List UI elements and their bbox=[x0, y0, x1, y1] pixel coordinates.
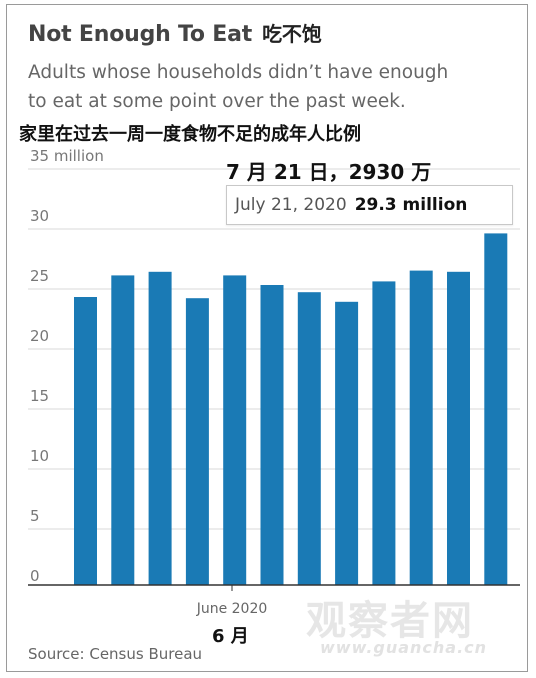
bar[interactable] bbox=[484, 233, 508, 585]
subtitle-line-2: to eat at some point over the past week. bbox=[28, 91, 406, 112]
tooltip-date: July 21, 2020 bbox=[235, 195, 347, 215]
subtitle-chinese: 家里在过去一周一度食物不足的成年人比例 bbox=[19, 124, 361, 145]
tooltip: July 21, 2020 29.3 million bbox=[226, 185, 513, 225]
y-tick-label: 35 million bbox=[30, 147, 104, 165]
chart-subtitle: Adults whose households didn’t have enou… bbox=[28, 58, 518, 116]
callout-chinese: 7 月 21 日，2930 万 bbox=[226, 160, 432, 184]
subtitle-line-1: Adults whose households didn’t have enou… bbox=[28, 62, 449, 83]
y-tick-label: 25 bbox=[30, 267, 49, 285]
bar[interactable] bbox=[297, 292, 321, 585]
watermark-text: 观察者网 bbox=[306, 598, 474, 644]
title-chinese: 吃不饱 bbox=[262, 22, 322, 46]
source-note: Source: Census Bureau bbox=[28, 645, 203, 663]
bars bbox=[74, 233, 508, 585]
bar[interactable] bbox=[372, 281, 396, 585]
bar[interactable] bbox=[335, 301, 359, 585]
chart-title: Not Enough To Eat 吃不饱 bbox=[28, 18, 322, 47]
bar[interactable] bbox=[447, 271, 470, 585]
y-tick-label: 0 bbox=[30, 567, 40, 585]
y-tick-label: 20 bbox=[30, 327, 49, 345]
bar[interactable] bbox=[74, 297, 97, 585]
bar[interactable] bbox=[409, 270, 433, 585]
y-tick-label: 30 bbox=[30, 207, 49, 225]
bar[interactable] bbox=[148, 271, 172, 585]
x-axis-label: June 2020 bbox=[196, 601, 268, 617]
tooltip-value: 29.3 million bbox=[354, 195, 468, 215]
y-tick-label: 15 bbox=[30, 387, 49, 405]
bar[interactable] bbox=[111, 275, 135, 585]
gridlines bbox=[28, 168, 520, 530]
bar[interactable] bbox=[185, 298, 209, 585]
x-axis-label-chinese: 6 月 bbox=[212, 626, 249, 647]
bar[interactable] bbox=[260, 285, 284, 585]
y-tick-label: 10 bbox=[30, 447, 49, 465]
title-english: Not Enough To Eat bbox=[28, 22, 253, 47]
watermark-url: www.guancha.cn bbox=[320, 638, 488, 657]
y-tick-label: 5 bbox=[30, 507, 40, 525]
bar[interactable] bbox=[223, 275, 247, 585]
watermark-logo: 观察者网 www.guancha.cn bbox=[300, 588, 530, 668]
y-axis-ticks: 0 5 10 15 20 25 30 35 million bbox=[30, 147, 104, 585]
